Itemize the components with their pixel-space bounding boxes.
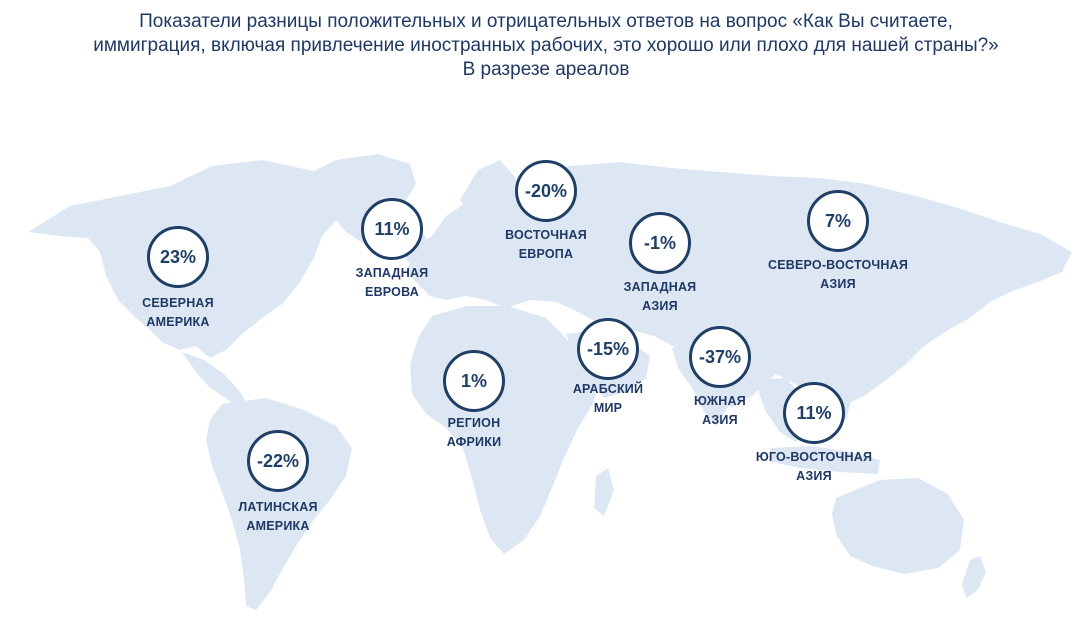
region-label: ЛАТИНСКАЯ АМЕРИКА [208,498,348,536]
region-north-america: 23% СЕВЕРНАЯ АМЕРИКА [108,226,248,332]
landmass-madagascar [594,468,614,516]
region-label-line-1: СЕВЕРО-ВОСТОЧНАЯ [768,258,909,272]
region-label-line-1: ЛАТИНСКАЯ [238,500,318,514]
region-label: ЮГО-ВОСТОЧНАЯ АЗИЯ [744,448,884,486]
region-south-asia: -37% ЮЖНАЯ АЗИЯ [650,326,790,430]
region-arab-world: -15% АРАБСКИЙ МИР [538,318,678,418]
region-label-line-1: ВОСТОЧНАЯ [505,228,587,242]
value-circle: -1% [629,212,691,274]
map-title: Показатели разницы положительных и отриц… [0,10,1092,82]
title-line-3: В разрезе ареалов [462,59,630,80]
region-western-europe: 11% ЗАПАДНАЯ ЕВРОВА [322,198,462,302]
region-label-line-1: РЕГИОН [447,416,501,430]
landmass-south-america [206,398,352,610]
region-label-line-2: АФРИКИ [446,435,502,449]
region-label: СЕВЕРНАЯ АМЕРИКА [108,294,248,332]
region-label-line-2: ЕВРОПА [518,247,574,261]
region-western-asia: -1% ЗАПАДНАЯ АЗИЯ [590,212,730,316]
region-label-line-1: ЮГО-ВОСТОЧНАЯ [755,450,873,464]
region-label-line-1: ЮЖНАЯ [694,394,746,408]
value-circle: 7% [807,190,869,252]
region-label: ЗАПАДНАЯ АЗИЯ [590,278,730,316]
title-line-1: Показатели разницы положительных и отриц… [139,11,953,32]
landmass-japan [918,252,944,318]
region-label-line-2: АЗИЯ [702,413,738,427]
region-label-line-2: АЗИЯ [820,277,856,291]
region-northeast-asia: 7% СЕВЕРО-ВОСТОЧНАЯ АЗИЯ [768,190,908,294]
region-eastern-europe: -20% ВОСТОЧНАЯ ЕВРОПА [476,160,616,264]
region-label: АРАБСКИЙ МИР [538,380,678,418]
region-label: ЗАПАДНАЯ ЕВРОВА [322,264,462,302]
region-label-line-1: ЗАПАДНАЯ [623,280,697,294]
region-label-line-2: АМЕРИКА [246,519,310,533]
value-circle: -20% [515,160,577,222]
landmass-central-america [182,352,250,410]
region-label-line-2: АЗИЯ [642,299,678,313]
region-label: ВОСТОЧНАЯ ЕВРОПА [476,226,616,264]
region-label: РЕГИОН АФРИКИ [404,414,544,452]
region-southeast-asia: 11% ЮГО-ВОСТОЧНАЯ АЗИЯ [744,382,884,486]
region-label-line-2: МИР [593,401,623,415]
value-circle: 23% [147,226,209,288]
landmass-australia [832,478,964,574]
landmass-scandinavia [460,160,516,224]
region-latin-america: -22% ЛАТИНСКАЯ АМЕРИКА [208,430,348,536]
region-africa: 1% РЕГИОН АФРИКИ [404,350,544,452]
region-label-line-1: ЗАПАДНАЯ [355,266,429,280]
region-label-line-2: АЗИЯ [796,469,832,483]
region-label-line-2: ЕВРОВА [365,285,419,299]
region-label-line-1: СЕВЕРНАЯ [142,296,214,310]
title-line-2: иммиграция, включая привлечение иностран… [93,35,999,56]
value-circle: -22% [247,430,309,492]
region-label-line-2: АМЕРИКА [146,315,210,329]
region-label: ЮЖНАЯ АЗИЯ [650,392,790,430]
region-label: СЕВЕРО-ВОСТОЧНАЯ АЗИЯ [768,256,908,294]
landmass-indonesia [770,446,880,474]
landmass-eurasia [406,162,1072,408]
value-circle: 11% [783,382,845,444]
value-circle: -15% [577,318,639,380]
value-circle: 11% [361,198,423,260]
value-circle: -37% [689,326,751,388]
region-label-line-1: АРАБСКИЙ [572,382,644,396]
value-circle: 1% [443,350,505,412]
landmass-new-zealand [962,556,986,598]
